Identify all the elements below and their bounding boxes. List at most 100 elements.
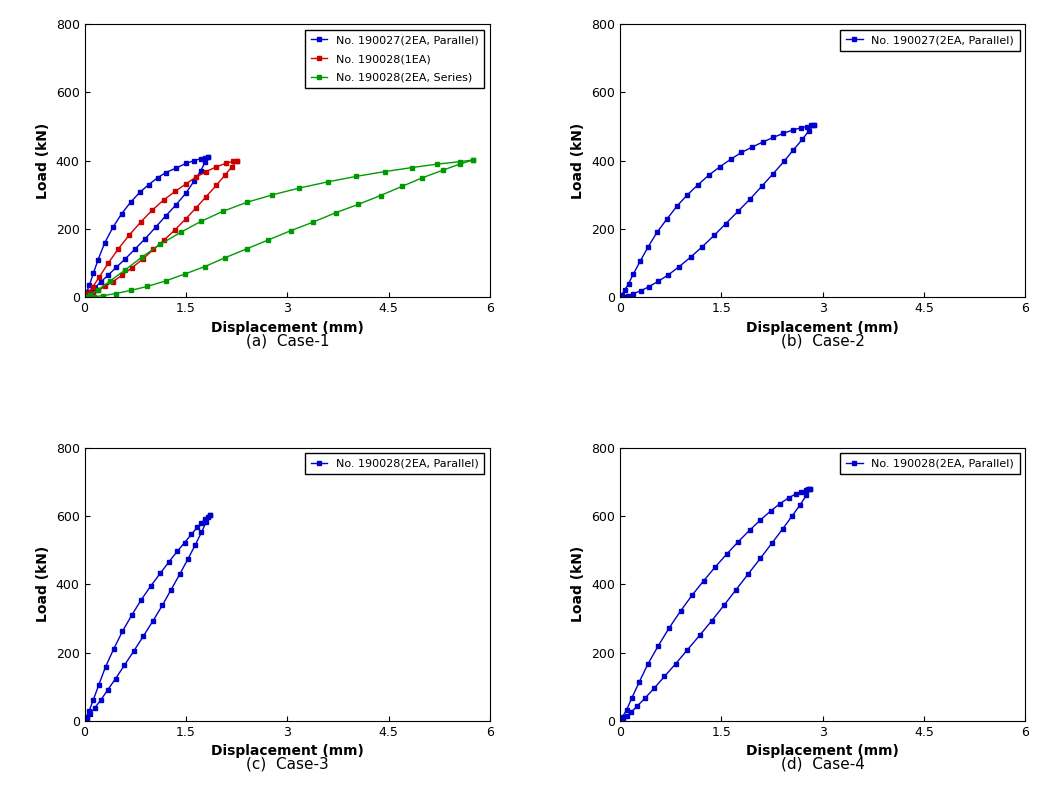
No. 190028(2EA, Parallel) <box>616 712 629 722</box>
No. 190028(2EA, Parallel) <box>145 582 157 591</box>
No. 190028(2EA, Parallel) <box>802 484 815 493</box>
No. 190028(2EA, Parallel) <box>754 515 766 525</box>
No. 190028(2EA, Parallel) <box>674 606 687 616</box>
No. 190027(2EA, Parallel) <box>169 163 182 173</box>
No. 190027(2EA, Parallel) <box>713 162 726 171</box>
No. 190027(2EA, Parallel) <box>80 288 93 297</box>
No. 190028(2EA, Series) <box>194 216 207 226</box>
No. 190027(2EA, Parallel) <box>651 227 664 237</box>
No. 190028(1EA) <box>157 195 170 205</box>
Y-axis label: Load (kN): Load (kN) <box>36 546 50 622</box>
No. 190027(2EA, Parallel) <box>746 143 759 152</box>
No. 190028(2EA, Series) <box>240 198 253 207</box>
No. 190027(2EA, Parallel) <box>703 171 716 180</box>
No. 190028(2EA, Series) <box>217 207 229 216</box>
Y-axis label: Load (kN): Load (kN) <box>572 123 586 199</box>
No. 190028(2EA, Parallel) <box>764 506 777 516</box>
X-axis label: Displacement (mm): Displacement (mm) <box>210 320 364 335</box>
X-axis label: Displacement (mm): Displacement (mm) <box>746 744 900 759</box>
No. 190027(2EA, Parallel) <box>767 133 780 143</box>
No. 190028(2EA, Parallel) <box>782 493 795 503</box>
Legend: No. 190028(2EA, Parallel): No. 190028(2EA, Parallel) <box>305 453 484 474</box>
No. 190027(2EA, Parallel) <box>82 280 95 290</box>
No. 190028(1EA) <box>220 159 233 168</box>
No. 190027(2EA, Parallel) <box>87 268 99 278</box>
No. 190027(2EA, Parallel) <box>681 190 693 199</box>
Line: No. 190028(2EA, Parallel): No. 190028(2EA, Parallel) <box>617 486 813 723</box>
No. 190028(2EA, Parallel) <box>78 716 91 726</box>
No. 190028(1EA) <box>227 156 240 166</box>
No. 190028(2EA, Parallel) <box>99 662 112 672</box>
No. 190028(2EA, Parallel) <box>626 693 638 702</box>
No. 190028(1EA) <box>180 179 192 189</box>
No. 190028(2EA, Parallel) <box>663 623 675 633</box>
No. 190028(2EA, Parallel) <box>642 658 654 668</box>
No. 190028(2EA, Parallel) <box>199 514 211 524</box>
Y-axis label: Load (kN): Load (kN) <box>36 123 50 199</box>
Line: No. 190028(2EA, Parallel): No. 190028(2EA, Parallel) <box>82 513 212 723</box>
No. 190028(2EA, Parallel) <box>804 484 817 493</box>
No. 190027(2EA, Parallel) <box>143 179 155 189</box>
No. 190027(2EA, Parallel) <box>671 201 684 211</box>
Legend: No. 190027(2EA, Parallel), No. 190028(1EA), No. 190028(2EA, Series): No. 190027(2EA, Parallel), No. 190028(1E… <box>305 30 484 88</box>
No. 190028(2EA, Series) <box>431 159 444 169</box>
No. 190028(2EA, Series) <box>84 290 96 300</box>
No. 190028(1EA) <box>87 282 99 292</box>
X-axis label: Displacement (mm): Displacement (mm) <box>746 320 900 335</box>
No. 190027(2EA, Parallel) <box>735 147 747 157</box>
No. 190028(2EA, Parallel) <box>795 487 808 497</box>
No. 190027(2EA, Parallel) <box>107 223 119 232</box>
No. 190027(2EA, Parallel) <box>180 159 192 168</box>
Legend: No. 190028(2EA, Parallel): No. 190028(2EA, Parallel) <box>840 453 1020 474</box>
No. 190027(2EA, Parallel) <box>661 214 673 223</box>
No. 190028(2EA, Parallel) <box>203 510 216 520</box>
No. 190027(2EA, Parallel) <box>188 156 201 166</box>
No. 190027(2EA, Parallel) <box>92 255 105 264</box>
No. 190027(2EA, Parallel) <box>634 256 647 266</box>
No. 190028(1EA) <box>189 172 202 182</box>
No. 190028(2EA, Parallel) <box>731 537 744 547</box>
No. 190028(2EA, Parallel) <box>633 677 646 686</box>
No. 190028(2EA, Parallel) <box>107 644 119 654</box>
No. 190028(2EA, Parallel) <box>613 716 626 726</box>
No. 190028(2EA, Parallel) <box>720 549 733 559</box>
No. 190028(2EA, Parallel) <box>87 695 99 705</box>
No. 190027(2EA, Parallel) <box>78 292 91 302</box>
No. 190028(2EA, Parallel) <box>686 590 699 600</box>
No. 190028(2EA, Series) <box>350 171 363 181</box>
No. 190027(2EA, Parallel) <box>194 154 207 163</box>
No. 190027(2EA, Parallel) <box>808 120 820 130</box>
No. 190027(2EA, Parallel) <box>160 168 172 178</box>
No. 190028(2EA, Series) <box>78 292 91 302</box>
Line: No. 190028(2EA, Series): No. 190028(2EA, Series) <box>82 158 476 300</box>
No. 190028(1EA) <box>146 205 159 215</box>
Y-axis label: Load (kN): Load (kN) <box>572 546 586 622</box>
No. 190028(2EA, Parallel) <box>620 705 633 714</box>
No. 190027(2EA, Parallel) <box>201 152 214 162</box>
No. 190028(2EA, Series) <box>104 276 116 286</box>
No. 190028(2EA, Series) <box>467 155 480 165</box>
No. 190028(2EA, Parallel) <box>799 485 812 495</box>
No. 190027(2EA, Parallel) <box>124 198 136 207</box>
No. 190028(2EA, Series) <box>154 239 167 249</box>
No. 190028(2EA, Parallel) <box>201 512 214 521</box>
No. 190028(2EA, Series) <box>406 163 419 172</box>
Text: (c)  Case-3: (c) Case-3 <box>246 757 329 772</box>
Line: No. 190027(2EA, Parallel): No. 190027(2EA, Parallel) <box>617 123 816 300</box>
No. 190028(2EA, Parallel) <box>790 489 802 499</box>
No. 190027(2EA, Parallel) <box>642 242 654 252</box>
No. 190028(2EA, Parallel) <box>709 562 722 572</box>
No. 190027(2EA, Parallel) <box>724 155 737 164</box>
No. 190027(2EA, Parallel) <box>98 238 111 248</box>
Legend: No. 190027(2EA, Parallel): No. 190027(2EA, Parallel) <box>840 30 1020 50</box>
No. 190028(1EA) <box>200 167 212 176</box>
No. 190028(2EA, Parallel) <box>185 529 198 539</box>
Line: No. 190027(2EA, Parallel): No. 190027(2EA, Parallel) <box>82 155 210 300</box>
No. 190028(2EA, Series) <box>321 177 334 187</box>
Line: No. 190028(1EA): No. 190028(1EA) <box>82 159 239 300</box>
No. 190028(2EA, Parallel) <box>80 712 93 722</box>
Text: (a)  Case-1: (a) Case-1 <box>245 333 329 348</box>
No. 190027(2EA, Parallel) <box>795 123 808 133</box>
No. 190027(2EA, Parallel) <box>692 179 705 189</box>
No. 190028(2EA, Parallel) <box>82 706 95 715</box>
